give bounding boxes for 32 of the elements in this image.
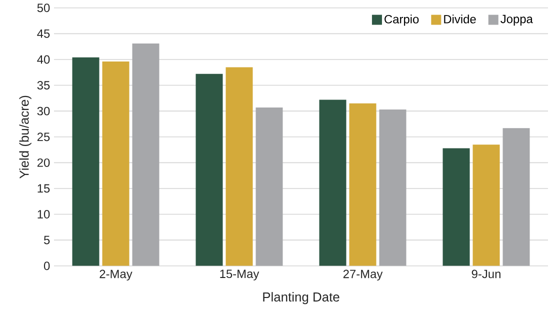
- y-tick-label: 5: [44, 236, 50, 244]
- bar: [379, 110, 406, 266]
- bar: [102, 62, 130, 266]
- y-tick-label: 15: [38, 184, 50, 193]
- y-tick-label: 20: [37, 158, 50, 167]
- bar: [502, 128, 530, 266]
- legend-label: Joppa: [500, 14, 533, 26]
- y-tick-label: 10: [38, 210, 50, 219]
- bar: [472, 144, 500, 266]
- y-axis-title: Yield (bu/acre): [19, 96, 32, 179]
- x-tick-label: 15-May: [220, 270, 260, 280]
- legend-label: Divide: [444, 14, 476, 24]
- bar: [226, 67, 253, 266]
- bar: [442, 148, 470, 266]
- legend-label: Carpio: [384, 14, 419, 26]
- y-tick-label: 30: [37, 106, 50, 116]
- bar: [72, 57, 100, 266]
- x-axis-title: Planting Date: [263, 292, 340, 304]
- y-tick-label: 45: [37, 30, 50, 38]
- x-tick-label: 27-May: [343, 270, 383, 281]
- y-tick-label: 25: [37, 132, 50, 142]
- y-tick-label: 50: [37, 4, 50, 12]
- y-tick-label: 0: [44, 262, 50, 270]
- bar: [319, 100, 346, 266]
- bar: [196, 74, 223, 266]
- bar: [132, 44, 160, 266]
- bar: [256, 108, 283, 266]
- y-tick-label: 40: [37, 55, 50, 64]
- bar: [349, 103, 376, 266]
- x-tick-label: 9-Jun: [472, 270, 500, 278]
- x-tick-label: 2-May: [100, 270, 132, 281]
- y-tick-label: 35: [37, 81, 50, 90]
